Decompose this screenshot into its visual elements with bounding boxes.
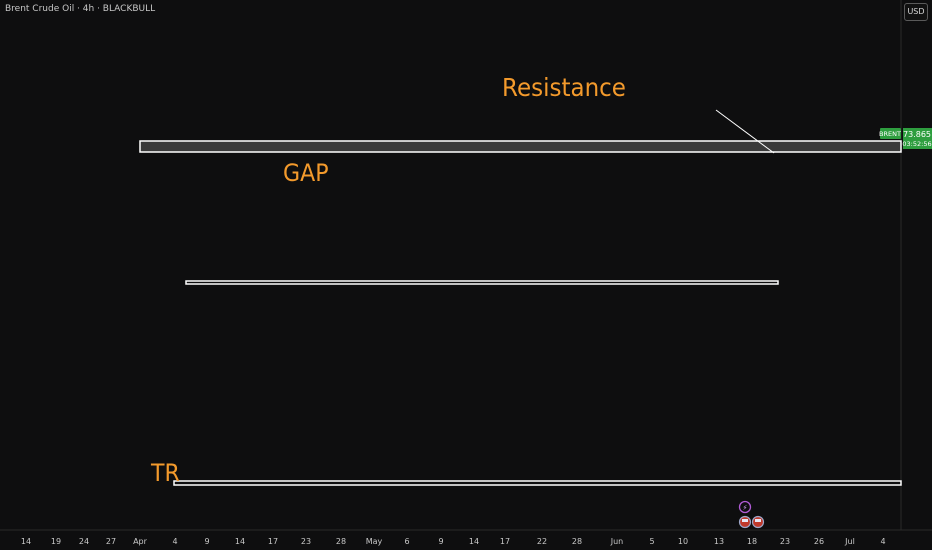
last-price-tag [903,128,932,149]
time-tick-label: Jun [610,537,624,546]
time-tick-label: 4 [172,537,177,546]
trading-range-annotation: TR [151,459,180,487]
time-tick-label: 23 [301,537,311,546]
time-tick-label: 17 [500,537,510,546]
time-tick-label: 26 [814,537,824,546]
last-price-text: 73.865 [903,130,931,139]
time-tick-label: 27 [106,537,116,546]
time-tick-label: 9 [438,537,443,546]
time-tick-label: 24 [79,537,89,546]
time-tick-label: 9 [204,537,209,546]
trading-range-rect [173,480,902,486]
time-tick-label: 17 [268,537,278,546]
event-icons: ⚡ [738,500,765,529]
time-tick-label: 13 [714,537,724,546]
countdown-text: 03:52:56 [902,140,931,148]
time-tick-label: 14 [21,537,31,546]
time-tick-label: 28 [336,537,346,546]
time-tick-label: Apr [133,537,148,546]
symbol-tag-text: BRENT [879,130,901,138]
time-axis-labels: 14 19 24 27 Apr 4 9 14 17 23 28 May 6 9 14 17 22 28 Jun 5 10… [21,537,886,546]
gap-zone-rect [139,140,902,153]
time-tick-label: 14 [469,537,479,546]
time-tick-label: 14 [235,537,245,546]
time-tick-label: 19 [51,537,61,546]
trend-line [715,109,775,154]
time-tick-label: May [366,537,383,546]
time-tick-label: 6 [404,537,409,546]
symbol-tag [880,128,901,139]
flag-stripe [742,519,748,522]
symbol-title: Brent Crude Oil · 4h · BLACKBULL [5,4,156,14]
resistance-annotation: Resistance [502,73,626,102]
time-tick-label: 4 [880,537,885,546]
time-tick-label: 23 [780,537,790,546]
time-tick-label: 10 [678,537,688,546]
flag-stripe [755,519,761,522]
time-tick-label: 18 [747,537,757,546]
gap-annotation: GAP [283,159,329,187]
time-tick-label: 5 [649,537,654,546]
support-level-rect [185,280,779,285]
time-tick-label: 22 [537,537,547,546]
time-tick-label: Jul [844,537,855,546]
lightning-glyph: ⚡ [743,504,748,512]
currency-button[interactable]: USD [904,3,928,21]
time-tick-label: 28 [572,537,582,546]
lightning-event-icon [738,500,752,514]
